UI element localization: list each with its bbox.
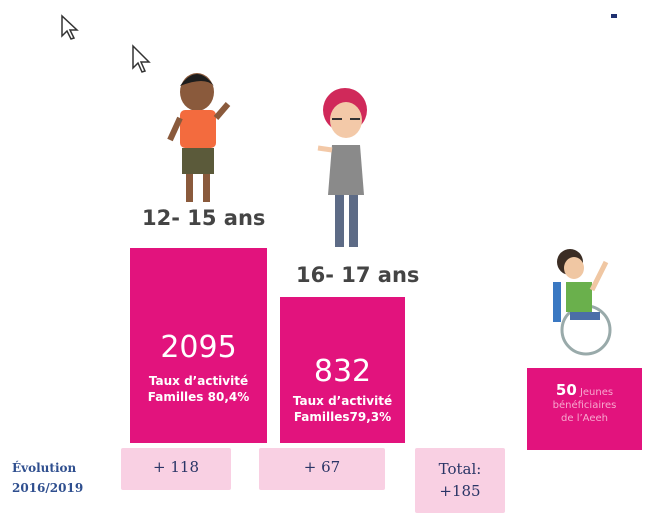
group-box: 2095 Taux d’activité Familles 80,4% [130,248,267,443]
wheelchair-figure [553,249,612,356]
group-box: 832 Taux d’activité Familles79,3% [280,297,405,443]
cursor [132,44,151,73]
evolution-box: + 67 [259,448,385,490]
aeeh-text: de l’Aeeh [561,413,608,424]
cursor [61,14,79,40]
boy-figure [167,73,231,202]
total-line: Total: [438,460,482,478]
rate-label: Taux d’activité [148,374,249,388]
count: 832 [313,354,372,389]
aeeh-count: 50 [555,381,577,399]
girl-figure [317,88,367,247]
age-label: 16- 17 ans [296,263,420,287]
rate: Familles79,3% [293,410,392,424]
rate: Familles 80,4% [147,390,250,404]
count: 2095 [160,330,237,365]
total-line: +185 [439,482,481,500]
age-label: 12- 15 ans [142,206,266,230]
evolution-line: Évolution [12,461,77,475]
rate-label: Taux d’activité [292,394,393,408]
evolution-line: 2016/2019 [12,481,84,495]
total-box: Total: +185 [415,448,505,513]
marker [611,14,617,18]
evolution-box: + 118 [121,448,231,490]
evolution-label: Évolution 2016/2019 [12,458,83,498]
aeeh-box: 50 Jeunes bénéficiaires de l’Aeeh [527,368,642,450]
aeeh-text: Jeunes [579,387,614,398]
aeeh-text: bénéficiaires [552,400,617,411]
